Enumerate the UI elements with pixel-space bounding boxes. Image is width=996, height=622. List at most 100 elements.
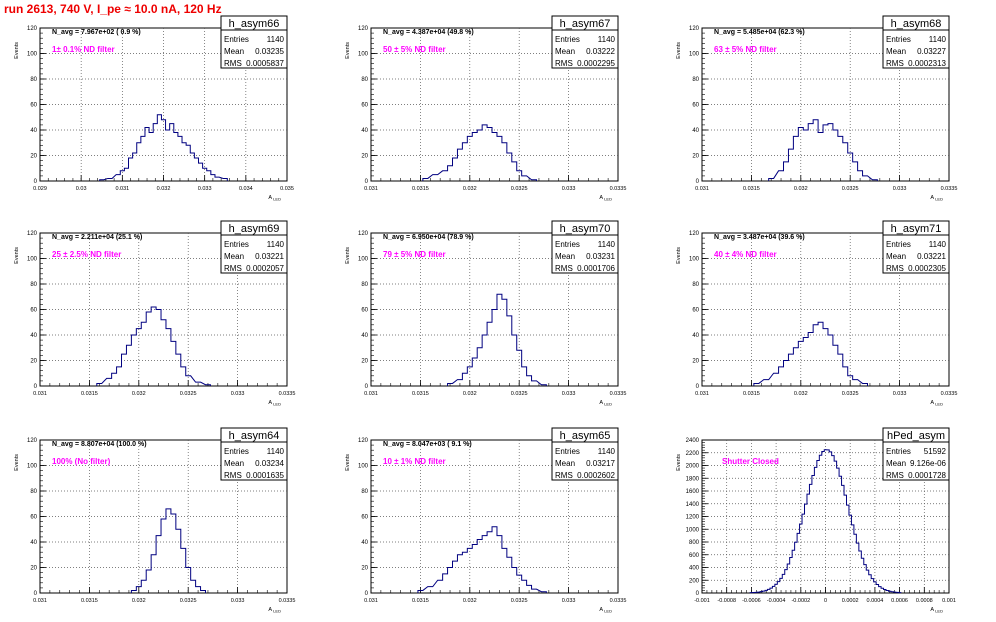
histogram-bin	[161, 519, 166, 593]
x-axis-label: A LED	[599, 400, 612, 407]
x-axis-label-subscript: LED	[272, 609, 281, 614]
y-axis-label: Events	[676, 454, 682, 471]
histogram-bin	[126, 345, 131, 386]
x-tick-label: 0.033	[231, 598, 245, 604]
histogram-bin	[813, 325, 818, 386]
x-axis-label-subscript: LED	[934, 609, 943, 614]
histogram-bin	[190, 153, 194, 181]
histogram-bin	[837, 468, 839, 593]
histogram-bin	[170, 124, 174, 181]
histogram-bin	[146, 570, 151, 593]
histogram-bin	[467, 548, 472, 593]
x-tick-label: 0.0325	[180, 391, 197, 397]
histogram-bin	[764, 380, 769, 386]
filter-label: 1± 0.1% ND filter	[52, 45, 115, 54]
x-tick-label: 0.0325	[842, 391, 859, 397]
y-axis-label: Events	[345, 454, 351, 471]
histogram-bin	[171, 514, 176, 593]
y-axis-label: Events	[676, 42, 682, 59]
y-tick-label: 60	[692, 308, 699, 314]
x-tick-label: 0.0325	[511, 186, 528, 192]
stats-entries-value: 1140	[598, 447, 616, 456]
stats-entries-label: Entries	[886, 447, 911, 456]
y-tick-label: 40	[692, 333, 699, 339]
x-tick-label: 0	[824, 598, 827, 604]
histogram-bin	[181, 548, 186, 593]
y-tick-label: 40	[361, 333, 368, 339]
y-tick-label: 120	[27, 26, 38, 32]
histogram-bin	[191, 580, 196, 593]
x-tick-label: 0.029	[33, 186, 47, 192]
stats-rms-label: RMS	[224, 264, 242, 273]
y-tick-label: 1800	[686, 476, 700, 482]
navg-label: N_avg = 2.211e+04 (25.1 %)	[52, 234, 142, 241]
histogram-bin	[798, 341, 803, 386]
x-tick-label: 0.031	[695, 391, 709, 397]
x-tick-label: 0.0004	[866, 598, 883, 604]
y-tick-label: 0	[34, 591, 38, 597]
x-tick-label: 0.032	[794, 186, 808, 192]
y-tick-label: 60	[30, 515, 37, 521]
x-tick-label: 0.032	[132, 391, 146, 397]
x-tick-label: -0.0008	[717, 598, 736, 604]
histogram-bin	[149, 133, 153, 181]
y-tick-label: 200	[689, 578, 700, 584]
y-tick-label: 2400	[686, 438, 700, 444]
series-h_asym65	[417, 526, 547, 593]
histogram-bin	[828, 124, 833, 181]
histogram-bin	[153, 124, 157, 181]
histogram-bin	[133, 153, 137, 181]
y-tick-label: 100	[27, 257, 38, 263]
histogram-bin	[157, 115, 161, 181]
stats-box	[882, 15, 950, 69]
x-tick-label: -0.0002	[791, 598, 810, 604]
filter-label: 50 ± 5% ND filter	[383, 45, 446, 54]
histogram-bin	[813, 120, 818, 181]
histogram-bin	[462, 143, 467, 181]
y-tick-label: 120	[689, 26, 700, 32]
x-tick-label: 0.0315	[81, 598, 98, 604]
filter-label: 79 ± 5% ND filter	[383, 250, 446, 259]
stats-entries-value: 1140	[598, 240, 616, 249]
x-tick-label: 0.033	[562, 186, 576, 192]
histogram-bin	[833, 345, 838, 386]
y-tick-label: 80	[30, 77, 37, 83]
y-tick-label: 100	[27, 464, 38, 470]
histogram-bin	[122, 354, 127, 386]
histogram-bin	[502, 143, 507, 181]
histogram-bin	[156, 536, 161, 593]
stats-rms-value: 0.0001728	[908, 471, 946, 480]
stats-rms-value: 0.0002295	[577, 59, 615, 68]
x-tick-label: 0.033	[198, 186, 212, 192]
x-tick-label: 0.0325	[511, 391, 528, 397]
histogram-bin	[487, 532, 492, 593]
histogram-bin	[512, 162, 517, 181]
x-tick-label: 0.031	[364, 598, 378, 604]
x-tick-label: 0.0315	[412, 598, 429, 604]
histogram-name: h_asym69	[229, 223, 280, 235]
y-tick-label: 400	[689, 566, 700, 572]
stats-mean-value: 0.03231	[586, 252, 615, 261]
y-tick-label: 60	[30, 103, 37, 109]
x-axis-label: A LED	[930, 195, 943, 202]
y-tick-label: 20	[361, 566, 368, 572]
histogram-bin	[482, 125, 487, 181]
x-axis-label: A LED	[599, 195, 612, 202]
x-axis-label: A LED	[268, 195, 281, 202]
y-axis-label: Events	[345, 42, 351, 59]
x-tick-label: -0.001	[694, 598, 710, 604]
histogram-bin	[793, 348, 798, 386]
x-tick-label: 0.033	[562, 391, 576, 397]
stats-rms-value: 0.0002313	[908, 59, 946, 68]
y-tick-label: 20	[692, 359, 699, 365]
stats-mean-label: Mean	[886, 47, 906, 56]
x-tick-label: 0.0335	[941, 391, 958, 397]
histogram-bin	[829, 452, 831, 593]
series-h_asym67	[422, 124, 537, 181]
y-tick-label: 20	[692, 154, 699, 160]
histogram-bin	[774, 373, 779, 386]
y-tick-label: 600	[689, 553, 700, 559]
stats-entries-label: Entries	[886, 240, 911, 249]
filter-label: 10 ± 1% ND filter	[383, 457, 446, 466]
histogram-bin	[112, 373, 117, 386]
